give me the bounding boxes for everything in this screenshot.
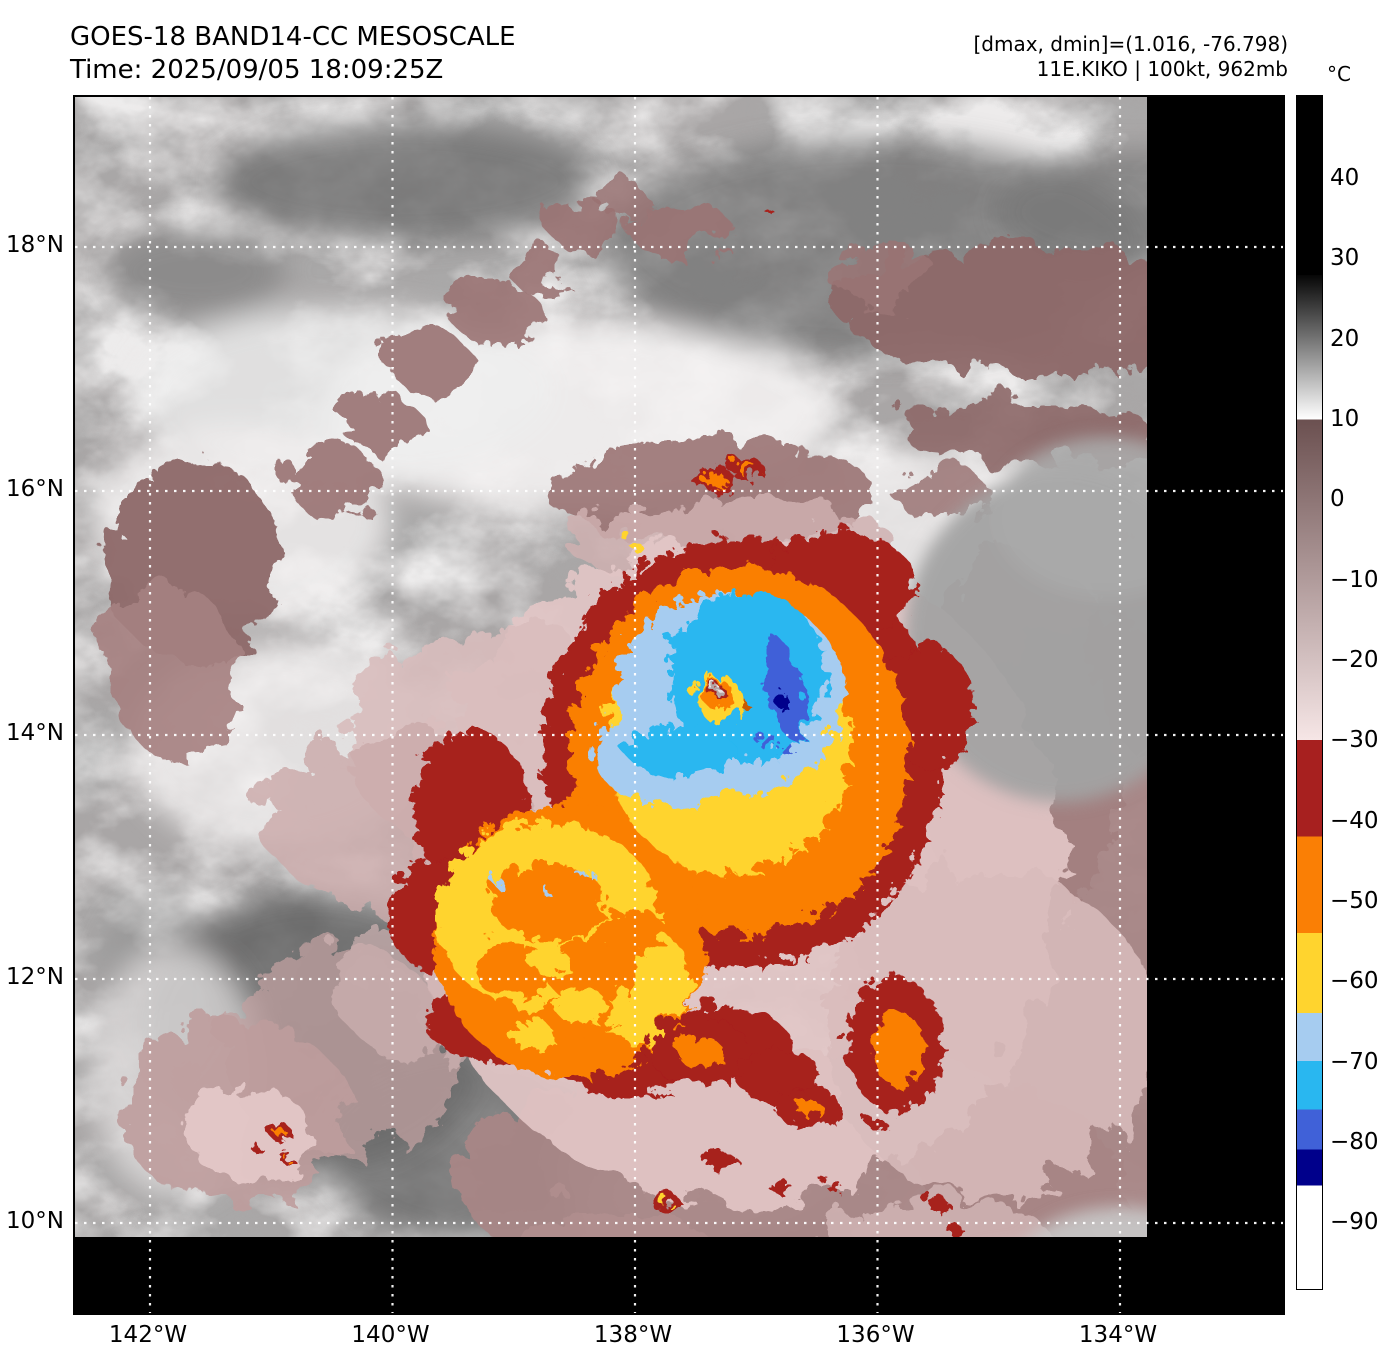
colorbar-tick-label: 40 <box>1330 164 1360 191</box>
satellite-scene <box>75 97 1283 1313</box>
longitude-tick-label: 134°W <box>1078 1322 1158 1348</box>
colorbar-tick-label: −60 <box>1330 968 1379 995</box>
colorbar-tick-label: −40 <box>1330 807 1379 834</box>
colorbar-tick-label: 10 <box>1330 405 1360 432</box>
colorbar-tick-label: −90 <box>1330 1209 1379 1236</box>
colorbar-tick-label: 20 <box>1330 325 1360 352</box>
dmax-dmin-annotation: [dmax, dmin]=(1.016, -76.798) <box>973 32 1288 56</box>
colorbar-tick-label: −80 <box>1330 1129 1379 1156</box>
latitude-tick-label: 14°N <box>6 720 64 746</box>
longitude-tick-label: 138°W <box>593 1322 673 1348</box>
colorbar-tick-label: −10 <box>1330 566 1379 593</box>
colorbar <box>1296 95 1323 1290</box>
latitude-tick-label: 18°N <box>6 232 64 258</box>
latitude-tick-label: 10°N <box>6 1208 64 1234</box>
longitude-tick-label: 136°W <box>836 1322 915 1348</box>
colorbar-tick-label: 0 <box>1330 486 1345 513</box>
hurricane-eye <box>691 671 741 717</box>
colorbar-tick-label: −50 <box>1330 888 1379 915</box>
no-data-right-strip <box>1147 97 1283 1313</box>
longitude-tick-label: 142°W <box>108 1322 188 1348</box>
figure-timestamp: Time: 2025/09/05 18:09:25Z <box>70 55 444 85</box>
satellite-map: Copyright © 2020-2025 Dapiya <box>73 95 1285 1315</box>
longitude-tick-label: 140°W <box>351 1322 430 1348</box>
no-data-bottom-strip <box>75 1237 1283 1313</box>
hurricane-kiko <box>245 203 968 1230</box>
colorbar-unit-label: °C <box>1327 62 1351 86</box>
latitude-tick-label: 16°N <box>6 476 64 502</box>
colorbar-tick-label: −30 <box>1330 727 1379 754</box>
colorbar-tick-label: −20 <box>1330 646 1379 673</box>
storm-info-annotation: 11E.KIKO | 100kt, 962mb <box>1036 57 1288 81</box>
colorbar-tick-label: 30 <box>1330 245 1360 272</box>
figure-title: GOES-18 BAND14-CC MESOSCALE <box>70 22 516 52</box>
latitude-tick-label: 12°N <box>6 964 64 990</box>
gridlines <box>75 97 1283 1313</box>
coldest-royal-streak <box>760 633 802 737</box>
colorbar-tick-label: −70 <box>1330 1048 1379 1075</box>
